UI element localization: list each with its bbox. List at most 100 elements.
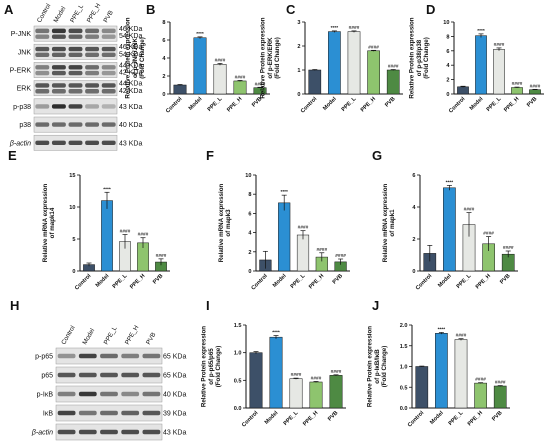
blot-band [78, 391, 97, 397]
blot-row-label: P-JNK [11, 31, 32, 38]
x-tick-label: Control [74, 273, 93, 292]
blot-band [100, 353, 118, 359]
blot-lane-label: Model [53, 5, 68, 24]
y-axis-label: Relative mRNA expression [382, 184, 389, 263]
y-tick-label: 0 [297, 92, 300, 98]
significance-marker: #### [368, 44, 379, 50]
y-tick-label: 0 [248, 269, 251, 275]
y-tick-label: 1.0 [234, 351, 242, 357]
y-axis-label: Relative Protein expression [409, 17, 416, 98]
significance-marker: #### [475, 377, 486, 383]
blot-row-label: P-ERK [10, 68, 32, 75]
blot-background [33, 43, 118, 60]
significance-marker: #### [120, 229, 131, 235]
blot-band [57, 429, 76, 435]
blot-band [68, 28, 83, 34]
x-tick-label: Model [437, 273, 453, 289]
blot-band [101, 65, 116, 70]
x-tick-label: PPE_L [341, 96, 358, 113]
y-tick-label: 0.5 [400, 385, 408, 391]
blot-band [35, 28, 50, 34]
blot-band [57, 353, 76, 359]
blot-band [35, 52, 50, 58]
y-tick-label: 0.0 [400, 406, 408, 412]
blot-band [85, 28, 100, 34]
y-tick-label: 2 [412, 237, 415, 243]
bar-control [249, 352, 263, 409]
blot-strip: p-IκB 40 KDa [37, 385, 186, 403]
x-tick-label: Control [165, 96, 184, 115]
bar-control [308, 69, 322, 95]
x-tick-label: PPE_L [283, 410, 300, 427]
significance-marker: #### [503, 245, 514, 251]
y-tick-label: 0.0 [234, 406, 242, 412]
x-tick-label: Control [407, 410, 426, 429]
blot-band [68, 89, 83, 94]
x-tick-label: PPE_H [308, 273, 325, 290]
significance-marker: #### [349, 25, 360, 31]
y-tick-label: 1.5 [234, 323, 242, 329]
x-tick-label: PVB [332, 273, 344, 285]
y-tick-label: 10 [245, 173, 251, 179]
bar-ppe-l [454, 339, 468, 409]
y-tick-label: 2 [162, 74, 165, 80]
y-axis-label: of p-IκB/IκB [374, 349, 381, 384]
blot-lane-label: PPE_H [86, 2, 103, 24]
blot-kda-label: 44 KDa [119, 62, 142, 69]
x-tick-label: PPE_L [112, 273, 129, 290]
x-tick-label: PVB [384, 96, 396, 108]
blot-band [85, 140, 100, 145]
y-axis-label: of mapk3 [225, 209, 232, 237]
bar-chart-f: 0 2 4 6 8 10 Relative mRNA expression of mapk3 C… [218, 173, 350, 291]
blot-lane-label: Control [60, 325, 76, 346]
blot-kda-label: 65 KDa [163, 373, 186, 380]
y-tick-label: 8 [446, 34, 449, 40]
blot-band [101, 89, 116, 94]
blot-band [100, 429, 118, 435]
panel-letter-f: F [206, 148, 214, 163]
x-tick-label: PPE_H [467, 410, 484, 427]
blot-row-label: p-IκB [37, 392, 54, 399]
y-axis-label: Relative Protein expression [125, 17, 132, 98]
x-tick-label: Control [415, 273, 434, 292]
significance-marker: #### [331, 369, 342, 375]
bar-control [415, 366, 429, 409]
blot-band [51, 70, 66, 76]
y-tick-label: 8 [162, 20, 165, 26]
y-tick-label: 4 [446, 63, 450, 69]
blot-band [85, 46, 100, 52]
y-axis-label: (Fold Change) [274, 37, 281, 79]
blot-band [35, 65, 50, 70]
bar-ppe-h [367, 50, 380, 95]
y-tick-label: 6 [162, 38, 165, 44]
blot-kda-label: 46 KDa [119, 26, 142, 33]
significance-marker: #### [156, 253, 167, 259]
x-tick-label: PVB [491, 410, 503, 422]
bar-model [443, 187, 456, 272]
bar-ppe-h [309, 381, 323, 409]
significance-marker: **** [331, 25, 339, 31]
bar-control [457, 86, 469, 95]
y-axis-label: of mapk1 [389, 209, 396, 237]
blot-row-label: JNK [18, 49, 32, 56]
significance-marker: #### [494, 42, 505, 48]
blot-band [51, 122, 66, 127]
x-tick-label: PPE_L [448, 410, 465, 427]
blot-band [35, 122, 50, 127]
blot-band [35, 140, 50, 145]
y-tick-label: 4 [412, 205, 416, 211]
y-tick-label: 0 [162, 92, 165, 98]
blot-band [68, 46, 83, 52]
y-axis-label: of mapk14 [49, 207, 56, 238]
blot-band [68, 122, 83, 127]
blot-strip: β-actin 43 KDa [9, 134, 142, 151]
y-tick-label: 1.0 [400, 365, 408, 371]
blot-lane-label: PPE_L [69, 3, 85, 24]
blot-band [57, 372, 76, 378]
significance-marker: #### [235, 74, 246, 80]
bar-chart-i: 0.0 0.5 1.0 1.5 Relative Protein expression o… [201, 323, 346, 428]
blot-row-label: p38 [19, 122, 31, 129]
x-tick-label: Model [322, 96, 338, 112]
blot-lane-label: PPE_L [103, 325, 119, 346]
